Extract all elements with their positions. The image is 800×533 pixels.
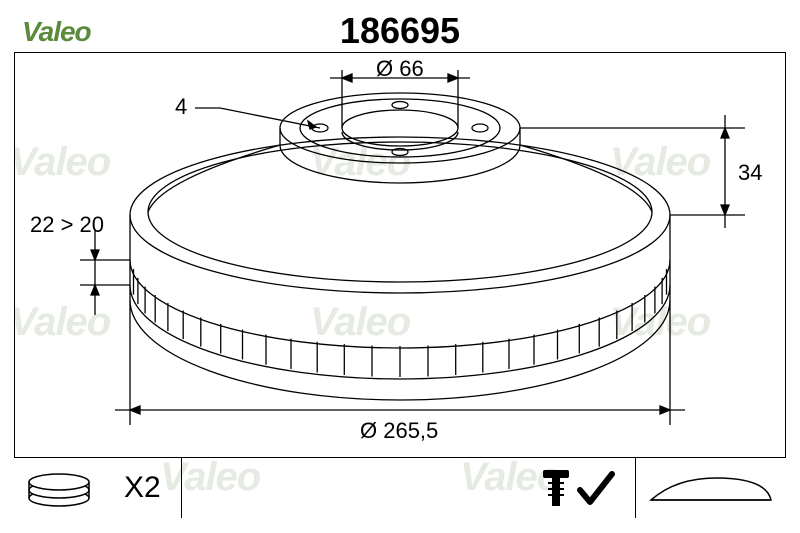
dim-thickness: 22 > 20 — [30, 212, 104, 238]
bottom-bar: X2 — [14, 458, 786, 518]
dim-hub-diameter: Ø 66 — [376, 56, 424, 82]
dim-outer-diameter: Ø 265,5 — [360, 418, 438, 444]
separator-icon — [181, 458, 182, 518]
stack-icon — [14, 458, 104, 518]
screw-check-icon — [525, 458, 635, 518]
car-icon — [636, 458, 786, 518]
dim-height: 34 — [738, 160, 762, 186]
quantity-label: X2 — [124, 471, 161, 505]
dim-holes: 4 — [175, 94, 187, 120]
